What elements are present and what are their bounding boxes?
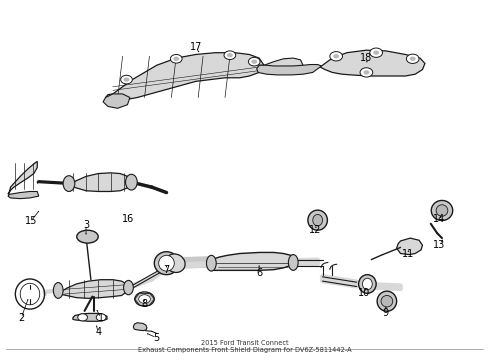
Text: 18: 18 — [360, 53, 372, 63]
Text: 2: 2 — [18, 313, 24, 323]
Ellipse shape — [63, 176, 75, 192]
Text: 15: 15 — [25, 216, 37, 226]
Ellipse shape — [435, 205, 447, 216]
Ellipse shape — [158, 255, 174, 271]
Polygon shape — [8, 192, 39, 199]
Text: 3: 3 — [83, 220, 89, 230]
Text: 4: 4 — [95, 327, 101, 337]
Ellipse shape — [363, 70, 368, 75]
Ellipse shape — [409, 57, 415, 61]
Text: 5: 5 — [153, 333, 160, 343]
Polygon shape — [396, 238, 422, 255]
Polygon shape — [320, 50, 424, 76]
Text: 7: 7 — [163, 265, 169, 275]
Ellipse shape — [123, 280, 133, 295]
Ellipse shape — [165, 254, 185, 273]
Text: 8: 8 — [141, 299, 147, 309]
Text: 6: 6 — [256, 268, 262, 278]
Ellipse shape — [332, 54, 338, 58]
Text: 17: 17 — [189, 42, 202, 52]
Ellipse shape — [139, 295, 150, 303]
Polygon shape — [210, 252, 293, 270]
Ellipse shape — [329, 51, 342, 61]
Ellipse shape — [430, 201, 452, 221]
Ellipse shape — [372, 50, 378, 55]
Polygon shape — [103, 94, 130, 108]
Ellipse shape — [376, 291, 396, 311]
Ellipse shape — [121, 75, 132, 84]
Polygon shape — [133, 323, 147, 330]
Ellipse shape — [380, 296, 392, 307]
Ellipse shape — [78, 314, 87, 321]
Polygon shape — [8, 161, 37, 194]
Text: 14: 14 — [432, 215, 445, 224]
Ellipse shape — [123, 77, 129, 82]
Ellipse shape — [224, 51, 235, 59]
Polygon shape — [259, 58, 303, 72]
Text: 12: 12 — [308, 225, 321, 235]
Text: 11: 11 — [401, 248, 413, 258]
Polygon shape — [105, 53, 264, 101]
Ellipse shape — [170, 54, 182, 63]
Ellipse shape — [359, 68, 372, 77]
Ellipse shape — [406, 54, 418, 63]
Polygon shape — [73, 314, 107, 321]
Ellipse shape — [77, 230, 98, 243]
Ellipse shape — [307, 210, 327, 230]
Ellipse shape — [248, 57, 260, 66]
Ellipse shape — [154, 252, 178, 275]
Ellipse shape — [369, 48, 382, 57]
Ellipse shape — [362, 278, 371, 290]
Ellipse shape — [312, 215, 322, 226]
Ellipse shape — [206, 255, 216, 271]
Ellipse shape — [251, 59, 257, 64]
Text: 13: 13 — [432, 239, 445, 249]
Ellipse shape — [135, 292, 154, 306]
Polygon shape — [54, 280, 128, 298]
Ellipse shape — [288, 255, 298, 270]
Ellipse shape — [96, 314, 106, 321]
Text: 2015 Ford Transit Connect
Exhaust Components Front Shield Diagram for DV6Z-58114: 2015 Ford Transit Connect Exhaust Compon… — [138, 340, 350, 353]
Ellipse shape — [125, 174, 137, 190]
Text: 16: 16 — [122, 215, 134, 224]
Text: 9: 9 — [382, 308, 388, 318]
Polygon shape — [256, 64, 321, 75]
Ellipse shape — [358, 275, 375, 293]
Text: 10: 10 — [357, 288, 369, 298]
Polygon shape — [64, 173, 131, 192]
Ellipse shape — [173, 57, 179, 61]
Ellipse shape — [226, 53, 232, 57]
Ellipse shape — [53, 283, 63, 298]
Text: 1: 1 — [98, 313, 103, 323]
